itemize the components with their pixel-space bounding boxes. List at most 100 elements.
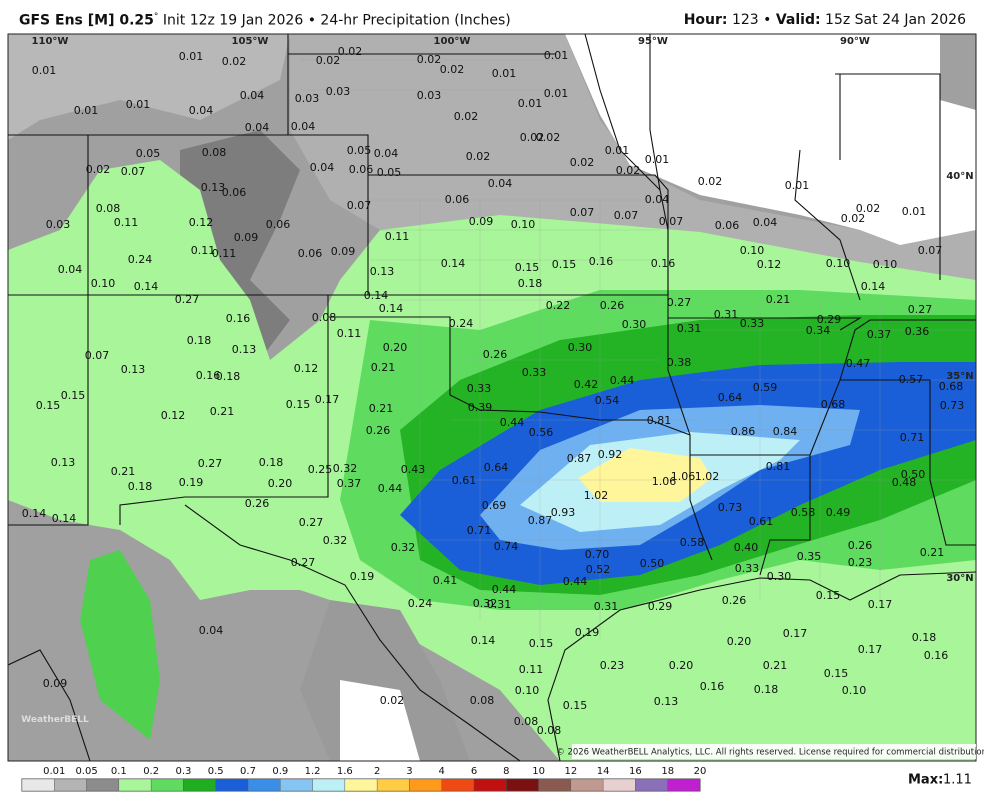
precip-value: 0.11 bbox=[385, 230, 410, 243]
valid: 15z Sat 24 Jan 2026 bbox=[825, 12, 966, 28]
colorbar-swatch bbox=[473, 778, 507, 792]
precip-value: 0.21 bbox=[920, 546, 945, 559]
precip-value: 0.50 bbox=[901, 468, 926, 481]
colorbar: 0.01 0.05 0.1 0.2 0.3 0.5 0.7 0.9 1.2 1.6 2 3 4 6 8 10 1… bbox=[21, 766, 706, 792]
precip-value: 0.02 bbox=[536, 131, 561, 144]
precip-value: 0.33 bbox=[522, 366, 547, 379]
colorbar-label: 12 bbox=[564, 766, 577, 777]
colorbar-swatch bbox=[183, 778, 216, 792]
precip-value: 0.04 bbox=[291, 120, 316, 133]
precip-value: 0.14 bbox=[134, 280, 159, 293]
precip-value: 0.61 bbox=[452, 474, 477, 487]
precip-value: 0.26 bbox=[600, 299, 625, 312]
precip-value: 0.30 bbox=[622, 318, 647, 331]
precip-value: 0.38 bbox=[667, 356, 692, 369]
precip-value: 0.42 bbox=[574, 378, 599, 391]
precip-value: 0.87 bbox=[567, 452, 592, 465]
green bbox=[80, 550, 160, 740]
precip-value: 0.31 bbox=[714, 308, 739, 321]
precip-value: 0.18 bbox=[754, 683, 779, 696]
precip-value: 0.21 bbox=[371, 361, 396, 374]
precip-value: 0.10 bbox=[740, 244, 765, 257]
precip-value: 0.03 bbox=[295, 92, 320, 105]
precip-value: 0.09 bbox=[469, 215, 494, 228]
precip-value: 0.20 bbox=[268, 477, 293, 490]
colorbar-swatch bbox=[602, 778, 636, 792]
precip-value: 0.16 bbox=[589, 255, 614, 268]
precip-value: 0.15 bbox=[824, 667, 849, 680]
precip-value: 0.18 bbox=[912, 631, 937, 644]
precip-value: 0.25 bbox=[308, 463, 333, 476]
precip-value: 0.40 bbox=[734, 541, 759, 554]
precip-value: 0.11 bbox=[191, 244, 216, 257]
yellow bbox=[578, 448, 712, 502]
precip-value: 0.14 bbox=[471, 634, 496, 647]
precip-value: 0.01 bbox=[126, 98, 151, 111]
precip-value: 0.07 bbox=[570, 206, 595, 219]
precip-value: 0.32 bbox=[323, 534, 348, 547]
colorbar-label: 0.7 bbox=[240, 766, 256, 777]
precip-value: 0.01 bbox=[518, 97, 543, 110]
precip-value: 0.15 bbox=[61, 389, 86, 402]
precip-value: 0.17 bbox=[868, 598, 893, 611]
lat-label: 40°N bbox=[946, 171, 973, 182]
value-labels: 0.01 0.01 0.02 0.02 0.02 0.02 0.02 0.01 0.01 0.01… bbox=[22, 45, 965, 737]
precip-value: 0.02 bbox=[440, 63, 465, 76]
init: Init 12z 19 Jan 2026 bbox=[162, 12, 304, 29]
precip-value: 0.04 bbox=[310, 161, 335, 174]
precip-value: 0.15 bbox=[816, 589, 841, 602]
precip-value: 0.44 bbox=[492, 583, 517, 596]
colorbar-swatch bbox=[441, 778, 475, 792]
precip-value: 0.31 bbox=[594, 600, 619, 613]
precip-value: 0.11 bbox=[114, 216, 139, 229]
precip-value: 0.33 bbox=[735, 562, 760, 575]
copyright: © 2026 WeatherBELL Analytics, LLC. All r… bbox=[556, 748, 984, 758]
precip-value: 0.27 bbox=[198, 457, 223, 470]
county-lines bbox=[300, 59, 976, 640]
colorbar-swatch bbox=[344, 778, 378, 792]
precip-value: 0.13 bbox=[51, 456, 76, 469]
precip-value: 0.04 bbox=[189, 104, 214, 117]
precip-value: 0.06 bbox=[266, 218, 291, 231]
precip-value: 0.16 bbox=[226, 312, 251, 325]
precip-value: 0.02 bbox=[570, 156, 595, 169]
precip-value: 0.39 bbox=[468, 401, 493, 414]
valid-label: Valid: bbox=[775, 12, 821, 28]
precip-value: 0.10 bbox=[91, 277, 116, 290]
precip-value: 0.11 bbox=[212, 247, 237, 260]
precip-value: 0.84 bbox=[773, 425, 798, 438]
precip-value: 0.33 bbox=[467, 382, 492, 395]
precip-value: 0.02 bbox=[454, 110, 479, 123]
precip-value: 0.32 bbox=[333, 462, 358, 475]
lat-label: 30°N bbox=[946, 573, 973, 584]
precip-value: 0.01 bbox=[74, 104, 99, 117]
precip-value: 0.35 bbox=[797, 550, 822, 563]
precip-value: 0.71 bbox=[467, 524, 492, 537]
colorbar-label: 0.05 bbox=[75, 766, 97, 777]
precip-value: 0.03 bbox=[46, 218, 71, 231]
precip-value: 0.06 bbox=[349, 163, 374, 176]
header-right: Hour: 123 • Valid: 15z Sat 24 Jan 2026 bbox=[684, 12, 966, 28]
colorbar-label: 0.2 bbox=[143, 766, 159, 777]
precip-value: 0.01 bbox=[902, 205, 927, 218]
precip-value: 0.26 bbox=[722, 594, 747, 607]
precip-value: 0.01 bbox=[544, 49, 569, 62]
precip-value: 0.23 bbox=[848, 556, 873, 569]
precip-value: 0.08 bbox=[312, 311, 337, 324]
precip-value: 0.15 bbox=[515, 261, 540, 274]
precip-value: 0.02 bbox=[222, 55, 247, 68]
colorbar-label: 18 bbox=[661, 766, 674, 777]
precip-value: 0.05 bbox=[136, 147, 161, 160]
precip-value: 0.29 bbox=[817, 313, 842, 326]
colorbar-label: 8 bbox=[503, 766, 509, 777]
precip-value: 0.19 bbox=[350, 570, 375, 583]
colorbar-swatch bbox=[570, 778, 604, 792]
precip-value: 0.54 bbox=[595, 394, 620, 407]
precip-value: 0.01 bbox=[645, 153, 670, 166]
colorbar-swatch bbox=[280, 778, 313, 792]
precip-value: 0.05 bbox=[347, 144, 372, 157]
precip-value: 0.10 bbox=[826, 257, 851, 270]
colorbar-swatch bbox=[54, 778, 87, 792]
model: GFS Ens [M] 0.25 bbox=[19, 12, 154, 29]
